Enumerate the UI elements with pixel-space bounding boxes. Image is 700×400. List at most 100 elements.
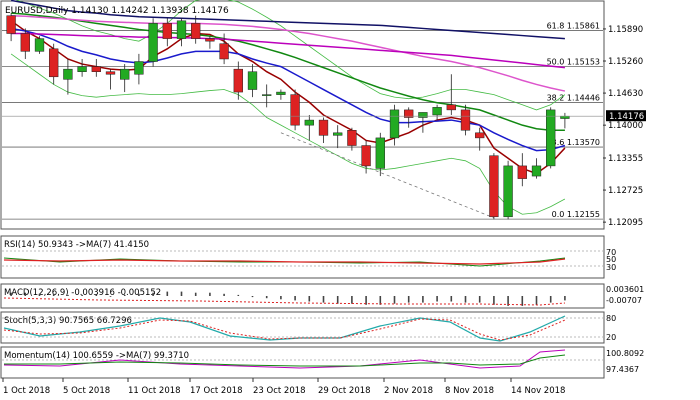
macd-bar	[223, 293, 225, 296]
candle-body	[191, 23, 201, 39]
candle	[219, 33, 229, 65]
candle	[404, 107, 414, 128]
current-price-label: 1.14176	[609, 112, 644, 122]
candle-body	[205, 38, 215, 42]
macd-bar	[95, 294, 98, 296]
candle	[77, 58, 87, 77]
time-tick-label: 23 Oct 2018	[253, 386, 306, 396]
macd-bar	[535, 296, 538, 305]
price-tick-label: 1.12725	[608, 186, 643, 196]
candle	[191, 15, 201, 44]
candle-body	[318, 119, 329, 136]
macd-bar	[322, 296, 325, 303]
fib-label: 23.6 1.13570	[547, 138, 600, 147]
candle	[531, 158, 542, 179]
candle	[148, 18, 158, 67]
macd-histogram	[10, 291, 566, 306]
price-tick-label: 1.15890	[608, 25, 643, 35]
candle-body	[489, 155, 499, 218]
candle-body	[531, 165, 542, 177]
fib-label: 0.0 1.12155	[552, 210, 600, 219]
macd-tick-upper: 0.003601	[606, 285, 644, 294]
candle	[162, 18, 172, 47]
price-tick-label: 1.12095	[608, 218, 643, 228]
candle-body	[475, 132, 485, 139]
candle-body	[347, 130, 357, 146]
macd-bar	[393, 296, 396, 304]
macd-bar	[308, 296, 311, 302]
macd-bar	[67, 294, 69, 296]
macd-bar	[251, 296, 254, 298]
time-tick-label: 17 Oct 2018	[190, 386, 243, 396]
price-tick-label: 1.14630	[608, 89, 643, 99]
candle-body	[247, 71, 258, 90]
candle-body	[6, 15, 16, 34]
candle-body	[460, 109, 471, 131]
candle-body	[333, 132, 343, 136]
candle	[489, 153, 499, 220]
moving-average-line	[11, 12, 565, 132]
candle-body	[375, 137, 385, 169]
macd-bar	[194, 292, 197, 296]
candle	[347, 127, 357, 151]
main-panel-frame	[0, 0, 605, 230]
candle	[290, 89, 300, 131]
candle	[546, 107, 556, 169]
candle	[262, 84, 272, 108]
candle	[134, 53, 144, 85]
macd-bar	[209, 292, 211, 296]
macd-bar	[407, 296, 410, 303]
candle	[91, 58, 101, 77]
candle	[205, 36, 215, 49]
candle	[176, 18, 187, 47]
candle-body	[63, 68, 73, 80]
momentum-panel-frame	[0, 346, 605, 379]
macd-bar	[280, 296, 282, 300]
candle	[105, 69, 116, 90]
candle-body	[91, 66, 101, 72]
macd-bar	[237, 294, 240, 296]
macd-tick-lower: -0.00707	[606, 296, 642, 305]
candle-body	[105, 71, 116, 75]
macd-bar	[166, 291, 169, 296]
candle	[6, 13, 16, 42]
macd-bar	[336, 296, 339, 304]
time-tick-label: 2 Nov 2018	[384, 386, 433, 396]
candle	[20, 28, 30, 59]
candle	[446, 74, 456, 115]
time-tick-label: 8 Nov 2018	[445, 386, 494, 396]
bollinger-band-line	[10, 53, 566, 215]
candle-body	[34, 38, 45, 52]
candle	[63, 58, 73, 95]
price-axis: 1.15890 1.15260 1.14630 1.14000 1.13355 1.127…	[2, 25, 643, 228]
candle-body	[560, 115, 570, 119]
candle	[233, 61, 243, 100]
moving-average-line	[10, 20, 566, 175]
candle-body	[304, 119, 314, 126]
macd-bar	[493, 296, 495, 305]
moving-averages	[10, 0, 566, 175]
candle	[333, 125, 343, 149]
macd-bar	[379, 296, 382, 305]
macd-bar	[38, 293, 41, 296]
candle	[375, 132, 385, 177]
candle-body	[389, 109, 400, 139]
time-axis: 1 Oct 2018 5 Oct 2018 11 Oct 2018 17 Oct 20…	[2, 378, 565, 396]
candle	[460, 104, 471, 136]
price-tick-label: 1.14000	[608, 121, 643, 131]
rsi-panel-frame	[0, 235, 605, 279]
fib-label: 50.0 1.15153	[547, 57, 600, 66]
rsi-title: RSI(14) 50.9343 ->MA(7) 41.4150	[4, 240, 149, 250]
macd-bar	[564, 296, 566, 301]
current-price-marker	[606, 110, 646, 122]
candle-body	[503, 165, 513, 218]
momentum-tick-upper: 100.8092	[606, 349, 644, 358]
candle-body	[446, 104, 456, 111]
candle-body	[517, 165, 527, 179]
macd-title: MACD(12,26,9) -0.003916 -0.005152	[4, 288, 161, 298]
macd-bar	[464, 296, 467, 303]
fib-label: 61.8 1.15861	[547, 21, 600, 30]
candle-body	[176, 20, 187, 39]
candle	[247, 64, 258, 98]
